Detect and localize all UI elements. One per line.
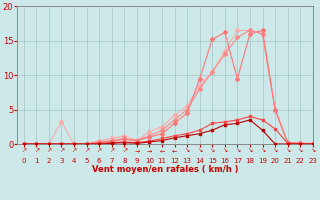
X-axis label: Vent moyen/en rafales ( km/h ): Vent moyen/en rafales ( km/h ) [92,165,238,174]
